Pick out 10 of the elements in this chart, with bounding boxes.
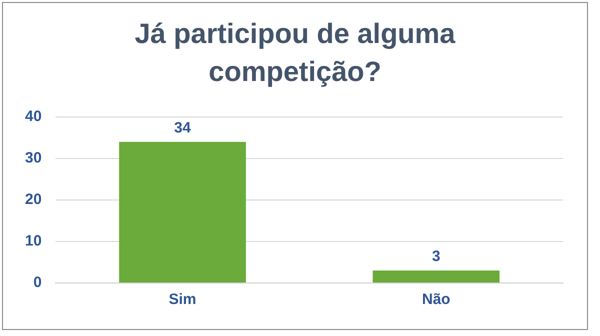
y-tick-label: 40	[24, 108, 42, 126]
y-tick-label: 10	[24, 232, 42, 250]
data-label: 34	[174, 120, 192, 137]
y-tick-label: 0	[33, 274, 42, 292]
x-tick-label: Sim	[168, 291, 196, 308]
chart-title: Já participou de alguma competição?	[134, 17, 456, 89]
x-tick-label: Não	[422, 291, 450, 308]
y-tick-label: 20	[24, 191, 42, 208]
data-label: 3	[432, 248, 440, 266]
y-tick-label: 30	[24, 150, 42, 167]
